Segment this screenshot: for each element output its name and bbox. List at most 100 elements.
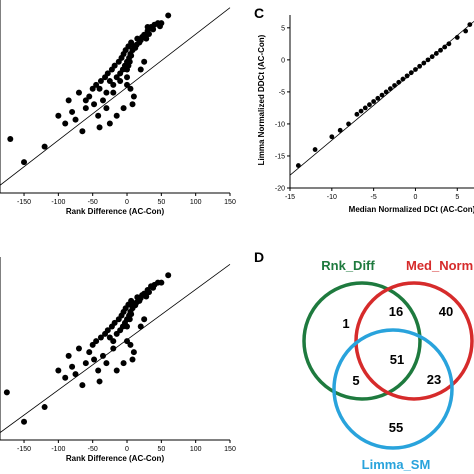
data-point	[75, 345, 82, 352]
data-point	[165, 272, 172, 279]
data-point	[79, 382, 86, 389]
data-point	[113, 112, 120, 119]
venn-circle-rnk-diff	[302, 281, 422, 401]
data-point	[3, 389, 10, 396]
data-point	[106, 120, 113, 127]
data-point	[329, 134, 335, 140]
venn-count-limma-only: 55	[389, 420, 403, 435]
panel-label-d: D	[254, 249, 264, 265]
data-point	[143, 35, 150, 42]
data-point	[367, 102, 372, 108]
data-point	[337, 127, 343, 133]
data-point	[89, 85, 96, 92]
x-tick-label: 100	[190, 199, 202, 206]
data-point	[113, 367, 120, 374]
data-point	[383, 89, 389, 95]
data-point	[346, 121, 351, 127]
y-axis-label: Limma Normalized DDCt (AC-Con)	[257, 34, 266, 165]
scatter-panel-c: C -15 -10 -5 0 5 -20-15-10-505 Limma Normali…	[254, 5, 474, 214]
data-points	[3, 272, 172, 425]
data-points	[295, 22, 473, 168]
x-tick-label: -150	[17, 446, 31, 453]
venn-label-med-norm: Med_Norm	[406, 258, 473, 273]
data-point	[110, 81, 117, 88]
x-tick-label: -50	[88, 199, 98, 206]
panel-label-c: C	[254, 5, 264, 21]
y-tick-labels: -20 -15 -10 -5 0 5	[275, 25, 290, 193]
data-point	[392, 83, 397, 88]
x-axis-label: Median Normalized DCt (AC-Con)	[349, 205, 474, 214]
data-point	[124, 323, 131, 330]
data-point	[69, 363, 76, 370]
venn-count-med-limma: 23	[427, 372, 441, 387]
data-point	[438, 47, 443, 53]
data-point	[421, 60, 427, 66]
data-point	[124, 81, 131, 88]
data-point	[93, 81, 100, 88]
data-point	[417, 63, 423, 69]
data-point	[96, 378, 103, 385]
data-point	[126, 316, 133, 323]
data-point	[129, 356, 136, 363]
data-point	[158, 20, 165, 27]
data-point	[396, 79, 402, 85]
data-point	[55, 112, 62, 119]
x-tick-labels: -15 -10 -5 0 5	[285, 188, 459, 201]
data-point	[467, 22, 473, 28]
scatter-panel-top-left: -150 -100 -50 0 50 100 150 Rank Difference (AC…	[0, 0, 236, 216]
data-point	[446, 41, 452, 47]
data-point	[110, 345, 117, 352]
x-tick-label: -10	[327, 194, 337, 201]
venn-count-med-only: 40	[439, 304, 453, 319]
venn-count-rnk-only: 1	[342, 316, 349, 331]
data-point	[82, 105, 89, 112]
data-point	[7, 135, 14, 142]
venn-circle-limma-sm	[332, 328, 454, 450]
data-point	[295, 163, 301, 168]
y-tick-label: 5	[281, 25, 285, 32]
data-point	[425, 57, 431, 63]
regression-line	[0, 7, 231, 186]
data-point	[120, 105, 127, 112]
data-point	[150, 26, 157, 33]
x-tick-label: -150	[17, 199, 31, 206]
data-point	[354, 111, 360, 117]
data-point	[137, 66, 144, 73]
y-tick-label: -15	[275, 153, 285, 160]
data-point	[41, 404, 48, 411]
data-point	[117, 78, 124, 85]
data-point	[128, 311, 135, 318]
x-tick-label: -100	[51, 446, 65, 453]
data-point	[375, 95, 381, 101]
data-point	[93, 338, 100, 345]
data-point	[95, 112, 102, 119]
x-tick-label: -15	[285, 194, 295, 201]
venn-label-rnk-diff: Rnk_Diff	[321, 258, 375, 273]
data-point	[454, 35, 460, 40]
x-tick-label: -5	[371, 194, 377, 201]
data-point	[104, 70, 111, 77]
data-point	[75, 89, 82, 96]
data-point	[362, 105, 368, 111]
data-point	[96, 124, 103, 131]
data-point	[165, 12, 172, 19]
x-tick-label: 100	[190, 446, 202, 453]
data-point	[400, 76, 406, 82]
data-point	[312, 147, 318, 152]
data-point	[144, 24, 151, 31]
data-point	[97, 78, 104, 85]
data-point	[145, 30, 152, 37]
data-points	[7, 12, 172, 166]
data-point	[99, 352, 106, 359]
data-point	[442, 44, 448, 50]
y-tick-label: -10	[275, 121, 285, 128]
data-point	[55, 367, 62, 374]
data-point	[110, 338, 117, 345]
data-point	[158, 279, 165, 286]
data-point	[127, 85, 134, 92]
data-point	[79, 128, 86, 135]
data-point	[120, 360, 127, 367]
data-point	[65, 352, 72, 359]
data-point	[69, 108, 76, 115]
